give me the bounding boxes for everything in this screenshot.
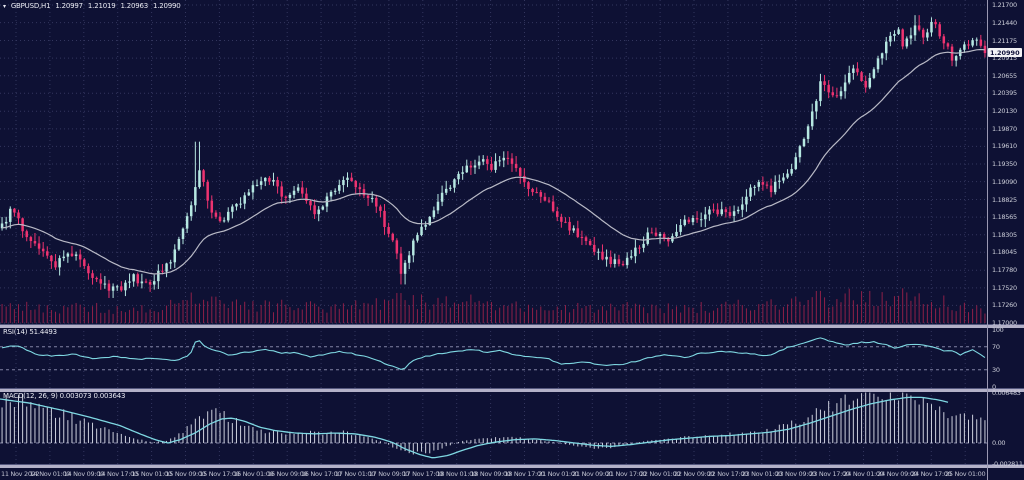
time-axis-label: 16 Nov 17:00: [300, 470, 342, 478]
time-axis-label: 21 Nov 17:00: [606, 470, 647, 478]
time-axis-label: 16 Nov 09:00: [267, 470, 308, 478]
price-axis-label: 1.19870: [992, 124, 1017, 133]
ohlc-close-value: 1.20990: [153, 2, 181, 10]
time-axis-label: 11 Nov 2022: [1, 470, 40, 478]
time-axis-label: 14 Nov 01:00: [29, 470, 71, 478]
time-axis-label: 22 Nov 01:00: [639, 470, 681, 478]
time-axis-label: 17 Nov 01:00: [334, 470, 376, 478]
time-axis-label: 18 Nov 01:00: [436, 470, 478, 478]
time-axis-label: 23 Nov 17:00: [809, 470, 850, 478]
symbol-marker-icon: ▾: [3, 2, 6, 10]
time-axis-label: 25 Nov 01:00: [945, 470, 986, 478]
time-axis-label: 21 Nov 01:00: [538, 470, 579, 478]
time-axis-label: 15 Nov 01:00: [131, 470, 172, 478]
time-axis-label: 18 Nov 17:00: [504, 470, 545, 478]
time-axis-label: 16 Nov 01:00: [233, 470, 274, 478]
time-axis-label: 24 Nov 17:00: [911, 470, 952, 478]
time-axis-label: 14 Nov 09:00: [63, 470, 105, 478]
time-axis-label: 15 Nov 17:00: [199, 470, 240, 478]
time-axis-label: 24 Nov 01:00: [843, 470, 884, 478]
rsi-axis-label: 70: [992, 342, 1000, 351]
rsi-axis-label: 30: [992, 365, 1000, 374]
price-axis-label: 1.18565: [992, 213, 1017, 222]
price-axis-label: 1.21440: [992, 18, 1017, 27]
time-axis-label: 17 Nov 17:00: [402, 470, 444, 478]
time-axis-label: 22 Nov 17:00: [707, 470, 749, 478]
chart-canvas[interactable]: [0, 0, 987, 480]
time-axis-label: 18 Nov 09:00: [470, 470, 511, 478]
ohlc-high-value: 1.21019: [87, 2, 116, 10]
rsi-axis-label: 0: [992, 383, 996, 391]
price-axis-label: 1.17000: [992, 319, 1017, 327]
price-axis-label: 1.17780: [992, 266, 1017, 275]
time-axis-label: 23 Nov 01:00: [741, 470, 783, 478]
price-axis-label: 1.20915: [992, 54, 1017, 63]
price-axis-label: 1.17260: [992, 301, 1017, 310]
time-axis-label: 24 Nov 09:00: [877, 470, 918, 478]
ohlc-open-value: 1.20997: [55, 2, 83, 10]
macd-axis-label: 0.006483: [992, 388, 1021, 397]
macd-axis-label: -0.002811: [992, 459, 1023, 468]
time-axis[interactable]: 11 Nov 2022 14 Nov 01:00 14 Nov 09:00 14 No…: [0, 467, 1024, 480]
time-axis-label: 15 Nov 09:00: [165, 470, 206, 478]
symbol-title: ▾ GBPUSD,H1 1.20997 1.21019 1.20963 1.20…: [3, 2, 181, 10]
rsi-axis-label: 100: [992, 325, 1004, 334]
price-axis-label: 1.17520: [992, 283, 1017, 292]
price-axis-label: 1.18045: [992, 248, 1017, 257]
macd-axis-label: 0.00: [992, 439, 1006, 447]
price-axis-label: 1.20655: [992, 71, 1017, 80]
price-axis-label: 1.21700: [992, 1, 1017, 9]
symbol-timeframe-label: GBPUSD,H1: [10, 2, 51, 10]
time-axis-label: 22 Nov 09:00: [673, 470, 715, 478]
price-axis-label: 1.18825: [992, 195, 1017, 204]
panel-separator[interactable]: [0, 388, 1024, 392]
price-axis-label: 1.18305: [992, 230, 1017, 239]
ohlc-low-value: 1.20963: [120, 2, 149, 10]
time-axis-label: 21 Nov 09:00: [572, 470, 613, 478]
panel-separator[interactable]: [0, 324, 1024, 328]
price-axis-label: 1.19610: [992, 142, 1017, 151]
price-axis-label: 1.20395: [992, 89, 1017, 98]
price-axis-label: 1.20130: [992, 107, 1017, 116]
rsi-indicator-label: RSI(14) 51.4493: [3, 328, 57, 336]
time-axis-label: 17 Nov 09:00: [368, 470, 410, 478]
time-axis-label: 14 Nov 17:00: [97, 470, 139, 478]
price-axis-label: 1.19090: [992, 177, 1017, 186]
price-axis[interactable]: 1.21700 1.21440 1.21175 1.20915 1.20655 1.203…: [987, 0, 1024, 480]
macd-indicator-label: MACD(12, 26, 9) 0.003073 0.003643: [3, 392, 126, 400]
price-axis-label: 1.21175: [992, 36, 1017, 45]
panel-separator[interactable]: [0, 464, 1024, 468]
time-axis-label: 23 Nov 09:00: [775, 470, 817, 478]
price-axis-label: 1.19350: [992, 160, 1017, 168]
current-price-badge: 1.20990: [988, 48, 1022, 58]
